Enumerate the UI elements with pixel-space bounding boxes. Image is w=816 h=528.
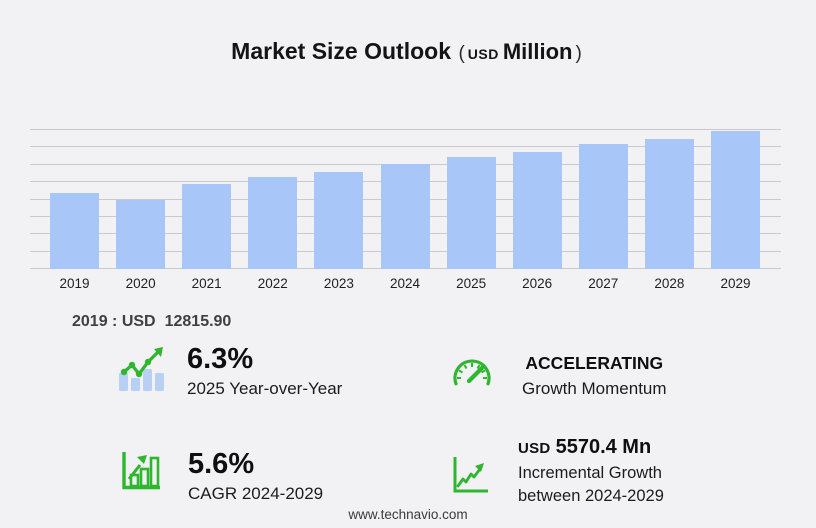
- incremental-currency: USD: [518, 440, 551, 457]
- bar-2021: [182, 183, 232, 269]
- incremental-value-row: USD 5570.4 Mn: [518, 436, 664, 458]
- bar-2020: [116, 200, 166, 269]
- title-close-paren: ): [575, 43, 582, 64]
- yoy-growth-icon: [119, 347, 164, 391]
- momentum-value: ACCELERATING: [525, 353, 664, 373]
- x-axis-label-2024: 2024: [389, 276, 421, 291]
- x-axis-label-2020: 2020: [125, 276, 156, 291]
- bar-chart-growth-icon: [122, 452, 160, 490]
- x-axis-label-2021: 2021: [191, 276, 222, 291]
- x-axis-label-2029: 2029: [720, 276, 751, 291]
- gridline: [30, 146, 781, 148]
- x-axis-label-2025: 2025: [456, 276, 487, 291]
- x-axis-label-2027: 2027: [588, 276, 619, 291]
- bar-2028: [644, 138, 694, 269]
- bar-2023: [314, 172, 364, 269]
- stat-cagr: 5.6% CAGR 2024-2029: [119, 448, 323, 504]
- website-url: www.technavio.com: [348, 507, 468, 522]
- bar-2027: [578, 144, 628, 269]
- incremental-value: 5570.4 Mn: [555, 436, 652, 458]
- line-chart-growth-icon: [453, 457, 488, 493]
- title-open-paren: (: [458, 43, 465, 64]
- bar-2026: [512, 151, 562, 269]
- x-axis-label-2019: 2019: [59, 276, 90, 291]
- gridline: [30, 129, 781, 130]
- title-currency: USD: [467, 46, 499, 62]
- page-title: Market Size Outlook (USD Million): [0, 38, 816, 65]
- title-unit: Million: [502, 39, 573, 64]
- base-year-label: 2019 : USD: [72, 313, 156, 330]
- bar-chart: [30, 129, 781, 269]
- stat-growth-momentum: ACCELERATING Growth Momentum: [448, 352, 667, 399]
- bar-2025: [446, 156, 496, 269]
- yoy-value: 6.3%: [187, 343, 254, 375]
- x-axis-label-2022: 2022: [257, 276, 288, 291]
- bar-2022: [248, 176, 298, 269]
- yoy-label: 2025 Year-over-Year: [187, 379, 343, 399]
- incremental-label-2: between 2024-2029: [518, 487, 664, 506]
- x-axis-label-2028: 2028: [654, 276, 685, 291]
- x-axis-label-2023: 2023: [323, 276, 354, 291]
- bar-2029: [711, 130, 760, 269]
- momentum-label: Growth Momentum: [522, 379, 667, 398]
- cagr-value: 5.6%: [188, 448, 255, 480]
- base-year-amount: 12815.90: [164, 313, 232, 330]
- stat-yoy-growth: 6.3% 2025 Year-over-Year: [116, 344, 342, 399]
- cagr-label: CAGR 2024-2029: [188, 484, 324, 504]
- bar-2024: [380, 163, 430, 269]
- stat-incremental-growth: USD 5570.4 Mn Incremental Growth between …: [450, 436, 664, 508]
- title-main: Market Size Outlook: [231, 38, 451, 64]
- base-year-value: 2019 : USD 12815.90: [72, 313, 231, 331]
- bar-2019: [50, 193, 99, 269]
- x-axis-label-2026: 2026: [522, 276, 553, 291]
- incremental-label-1: Incremental Growth: [518, 464, 662, 482]
- speedometer-icon: [453, 359, 491, 386]
